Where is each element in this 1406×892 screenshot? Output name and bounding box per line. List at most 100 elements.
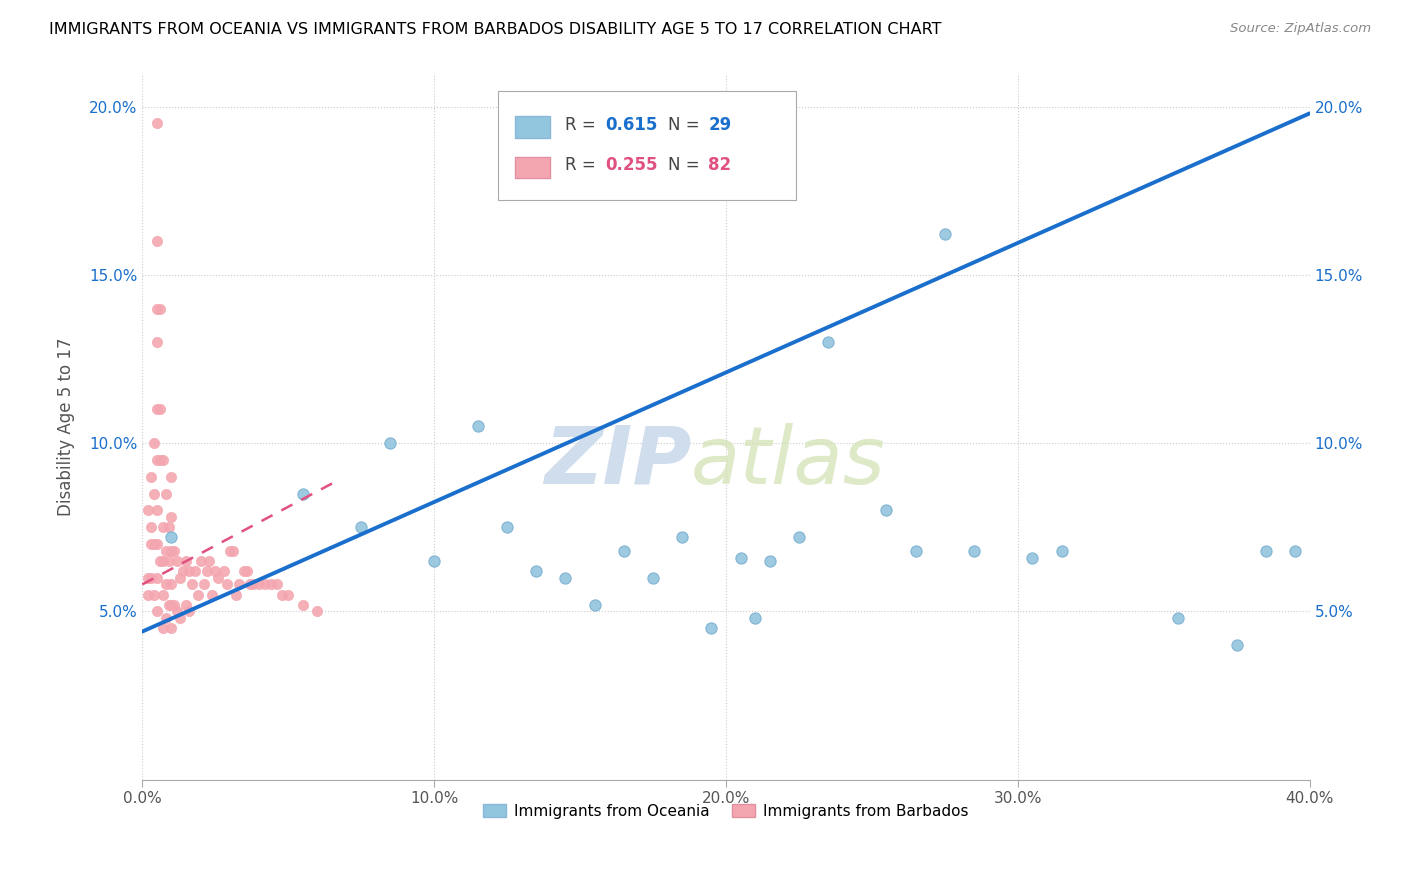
Point: [174, 554, 197, 568]
Point: [583, 598, 606, 612]
Point: [198, 554, 221, 568]
Point: [160, 469, 183, 483]
Point: [143, 486, 166, 500]
Point: [671, 530, 693, 544]
Point: [149, 301, 172, 316]
Point: [160, 543, 183, 558]
Point: [228, 577, 250, 591]
Point: [233, 564, 256, 578]
Point: [744, 611, 766, 625]
Point: [139, 537, 162, 551]
Point: [160, 598, 183, 612]
Point: [350, 520, 373, 534]
Point: [904, 543, 927, 558]
Point: [163, 598, 186, 612]
Point: [146, 571, 169, 585]
Point: [136, 588, 159, 602]
Point: [146, 116, 169, 130]
Point: [155, 543, 177, 558]
Point: [160, 621, 183, 635]
Point: [496, 520, 519, 534]
Point: [730, 550, 752, 565]
Point: [155, 611, 177, 625]
Point: [204, 564, 226, 578]
Point: [152, 554, 174, 568]
Point: [1050, 543, 1073, 558]
Point: [157, 598, 180, 612]
Point: [242, 577, 264, 591]
Point: [876, 503, 898, 517]
Point: [163, 543, 186, 558]
Point: [146, 537, 169, 551]
Point: [207, 571, 229, 585]
Point: [239, 577, 262, 591]
Text: 29: 29: [709, 116, 731, 134]
Point: [166, 554, 188, 568]
Point: [225, 588, 247, 602]
Point: [524, 564, 547, 578]
Point: [143, 537, 166, 551]
Point: [146, 503, 169, 517]
Point: [291, 598, 314, 612]
Point: [291, 486, 314, 500]
Point: [193, 577, 215, 591]
Point: [187, 588, 209, 602]
Point: [1254, 543, 1277, 558]
Point: [169, 611, 191, 625]
Point: [641, 571, 664, 585]
Point: [177, 564, 200, 578]
Point: [180, 577, 202, 591]
Point: [1021, 550, 1043, 565]
Point: [149, 453, 172, 467]
Point: [934, 227, 956, 242]
Point: [963, 543, 986, 558]
Point: [166, 604, 188, 618]
Point: [139, 520, 162, 534]
FancyBboxPatch shape: [515, 116, 550, 138]
Point: [152, 588, 174, 602]
Point: [146, 604, 169, 618]
Point: [423, 554, 446, 568]
Point: [136, 503, 159, 517]
Point: [172, 564, 194, 578]
Point: [307, 604, 329, 618]
Point: [554, 571, 576, 585]
Point: [139, 571, 162, 585]
Point: [174, 598, 197, 612]
Point: [215, 577, 238, 591]
Point: [700, 621, 723, 635]
Text: IMMIGRANTS FROM OCEANIA VS IMMIGRANTS FROM BARBADOS DISABILITY AGE 5 TO 17 CORRE: IMMIGRANTS FROM OCEANIA VS IMMIGRANTS FR…: [49, 22, 942, 37]
Point: [247, 577, 270, 591]
Point: [139, 469, 162, 483]
Point: [190, 554, 212, 568]
Point: [1226, 638, 1249, 652]
Point: [222, 543, 245, 558]
Point: [143, 588, 166, 602]
Point: [157, 520, 180, 534]
Point: [260, 577, 283, 591]
Point: [152, 453, 174, 467]
Point: [157, 554, 180, 568]
Text: ZIP: ZIP: [544, 423, 690, 500]
Point: [817, 335, 839, 350]
Point: [149, 402, 172, 417]
Text: 82: 82: [709, 156, 731, 174]
Y-axis label: Disability Age 5 to 17: Disability Age 5 to 17: [58, 337, 75, 516]
Point: [152, 621, 174, 635]
Point: [1284, 543, 1306, 558]
Point: [277, 588, 299, 602]
Point: [236, 564, 259, 578]
Point: [146, 234, 169, 248]
Text: Source: ZipAtlas.com: Source: ZipAtlas.com: [1230, 22, 1371, 36]
Point: [160, 530, 183, 544]
Point: [613, 543, 636, 558]
Point: [758, 554, 780, 568]
Point: [201, 588, 224, 602]
Point: [143, 436, 166, 450]
Point: [146, 453, 169, 467]
Text: R =: R =: [565, 156, 600, 174]
Point: [146, 335, 169, 350]
Point: [184, 564, 207, 578]
Point: [195, 564, 218, 578]
Point: [152, 520, 174, 534]
